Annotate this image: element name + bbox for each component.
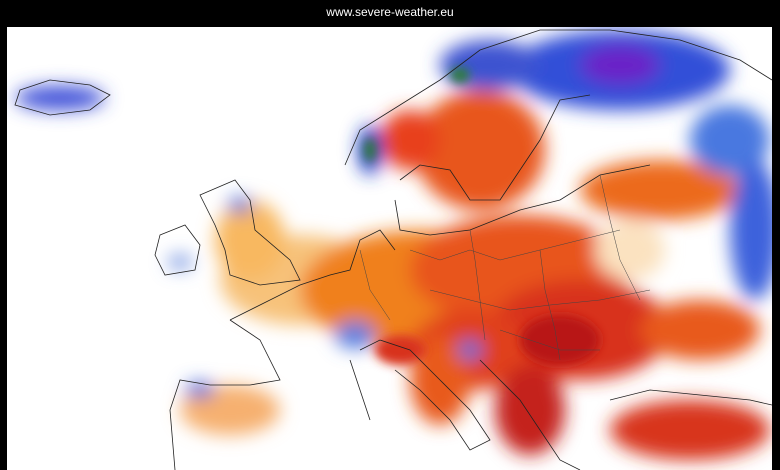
map <box>7 27 772 470</box>
source-label: www.severe-weather.eu <box>325 5 453 19</box>
borders <box>359 174 651 361</box>
coastlines <box>14 29 772 470</box>
